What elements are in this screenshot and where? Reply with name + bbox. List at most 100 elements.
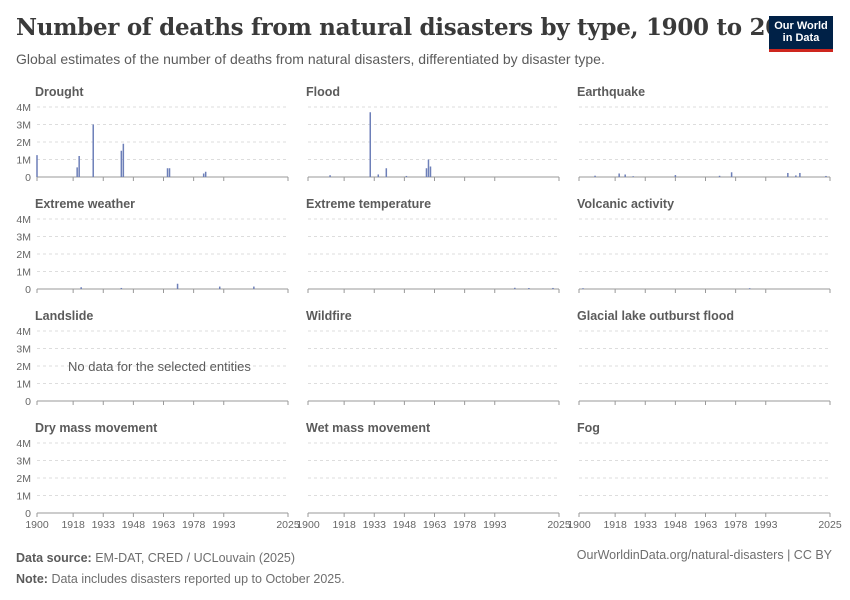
x-tick-label: 1993 (212, 519, 236, 531)
bar-flood-1960 (427, 159, 430, 177)
y-tick-label: 3M (16, 344, 31, 356)
x-tick-label: 1900 (296, 519, 320, 531)
y-tick-label: 3M (16, 232, 31, 244)
license-link[interactable]: CC BY (793, 548, 832, 562)
bar-extreme-temperature-2010 (528, 288, 530, 289)
bar-flood-1959 (425, 168, 428, 177)
x-tick-label: 1918 (603, 519, 627, 531)
x-tick-label: 1900 (567, 519, 591, 531)
bar-drought-1900 (36, 155, 38, 177)
y-tick-label: 3M (16, 120, 31, 132)
y-tick-label: 0 (25, 508, 31, 520)
y-tick-label: 0 (25, 284, 31, 296)
y-tick-label: 1M (16, 155, 31, 167)
x-tick-label: 1918 (61, 519, 85, 531)
bar-earthquake-1970 (718, 175, 721, 177)
logo-line-1: Our World (774, 20, 828, 32)
y-tick-label: 1M (16, 267, 31, 279)
y-tick-label: 4M (16, 102, 31, 114)
y-tick-label: 1M (16, 379, 31, 391)
bar-drought-1966 (168, 168, 171, 177)
x-tick-label: 1933 (363, 519, 387, 531)
panel-title-drought: Drought (35, 85, 84, 99)
panel-title-landslide: Landslide (35, 309, 93, 323)
y-tick-label: 0 (25, 172, 31, 184)
bar-drought-1928 (92, 124, 94, 177)
note-label: Note: (16, 572, 48, 586)
bar-earthquake-1923 (624, 174, 626, 177)
small-multiples-chart: Drought 0 1M 2M 3M 4M Flood Earthquake Extreme w… (16, 85, 842, 531)
logo-line-2: in Data (782, 32, 820, 44)
y-tick-label: 4M (16, 214, 31, 226)
bar-drought-1965 (166, 168, 169, 177)
x-tick-label: 2025 (818, 519, 842, 531)
bar-drought-1943 (122, 143, 125, 177)
chart-title: Number of deaths from natural disasters … (16, 14, 813, 41)
bar-earthquake-1920 (618, 173, 620, 177)
bar-drought-1920 (76, 167, 78, 177)
bar-drought-1984 (204, 171, 207, 177)
bar-flood-1911 (329, 175, 331, 177)
bar-earthquake-2023 (825, 175, 827, 177)
bar-drought-1942 (120, 150, 123, 177)
bar-extreme-weather-2008 (253, 286, 255, 289)
owid-logo[interactable]: Our World in Data (769, 16, 833, 52)
y-tick-label: 2M (16, 249, 31, 261)
bar-extreme-temperature-2022 (552, 287, 554, 289)
x-tick-label: 1963 (423, 519, 447, 531)
data-source-text[interactable]: EM-DAT, CRED / UCLouvain (2025) (95, 551, 296, 565)
bar-drought-1983 (202, 173, 205, 177)
panel-title-earthquake: Earthquake (577, 85, 645, 99)
panel-title-fog: Fog (577, 421, 600, 435)
bar-earthquake-2008 (795, 175, 797, 177)
y-tick-label: 4M (16, 326, 31, 338)
source-url-link[interactable]: OurWorldinData.org/natural-disasters (576, 548, 784, 562)
bar-earthquake-1927 (632, 176, 634, 177)
bar-flood-1961 (429, 166, 432, 177)
bar-earthquake-1908 (594, 175, 596, 177)
bar-flood-1931 (369, 112, 371, 177)
x-tick-label: 1978 (724, 519, 748, 531)
x-tick-label: 2025 (276, 519, 300, 531)
y-tick-label: 3M (16, 456, 31, 468)
bar-drought-1921 (78, 156, 80, 177)
y-tick-label: 1M (16, 491, 31, 503)
bar-extreme-weather-1991 (218, 286, 221, 289)
panel-title-wet-mass-movement: Wet mass movement (306, 421, 431, 435)
chart-subtitle: Global estimates of the number of deaths… (16, 51, 605, 67)
x-tick-label: 1963 (694, 519, 718, 531)
bar-earthquake-1976 (730, 172, 733, 177)
x-tick-label: 1978 (453, 519, 477, 531)
bar-extreme-weather-1922 (80, 287, 82, 289)
bar-extreme-temperature-2003 (514, 287, 516, 289)
bar-earthquake-1948 (674, 175, 677, 177)
panel-title-dry-mass-movement: Dry mass movement (35, 421, 158, 435)
x-tick-label: 1963 (152, 519, 176, 531)
panel-title-wildfire: Wildfire (306, 309, 352, 323)
x-tick-label: 1900 (25, 519, 49, 531)
x-tick-label: 1918 (332, 519, 356, 531)
y-tick-label: 2M (16, 137, 31, 149)
x-tick-label: 1993 (754, 519, 778, 531)
chart-footer: Data source: EM-DAT, CRED / UCLouvain (2… (16, 548, 345, 590)
footer-separator: | (787, 548, 791, 562)
bar-volcanic-activity-1985 (748, 288, 751, 289)
bar-extreme-weather-1970 (176, 283, 179, 289)
bar-earthquake-2004 (787, 172, 789, 177)
bar-flood-1949 (405, 175, 408, 177)
y-tick-label: 4M (16, 438, 31, 450)
y-tick-label: 2M (16, 361, 31, 373)
panel-title-glacial-lake-outburst-flood: Glacial lake outburst flood (577, 309, 734, 323)
panel-title-volcanic-activity: Volcanic activity (577, 197, 674, 211)
panel-title-extreme-weather: Extreme weather (35, 197, 135, 211)
panel-title-extreme-temperature: Extreme temperature (306, 197, 431, 211)
x-tick-label: 1978 (182, 519, 206, 531)
bar-earthquake-2010 (799, 172, 801, 177)
bar-extreme-weather-1942 (120, 287, 123, 289)
x-tick-label: 1933 (634, 519, 658, 531)
y-tick-label: 0 (25, 396, 31, 408)
data-source-label: Data source: (16, 551, 92, 565)
bar-flood-1939 (385, 168, 388, 177)
x-tick-label: 1993 (483, 519, 507, 531)
data-source-line: Data source: EM-DAT, CRED / UCLouvain (2… (16, 548, 345, 569)
